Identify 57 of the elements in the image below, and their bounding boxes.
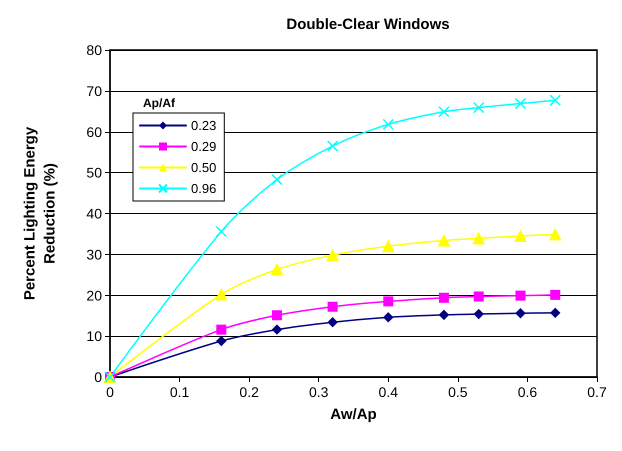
x-tick-label: 0.5 [448,384,468,400]
y-tick-label: 10 [86,328,102,344]
x-tick-label: 0.2 [239,384,260,400]
point [438,292,449,303]
legend-label: 0.29 [191,139,216,154]
y-tick-label: 80 [86,42,102,58]
x-tick-label: 0.7 [587,384,607,400]
y-tick-label: 20 [86,287,102,304]
x-tick-label: 0.1 [170,384,190,400]
y-tick-label: 40 [86,206,102,222]
chart-title: Double-Clear Windows [286,16,450,33]
point [216,336,226,346]
x-tick-label: 0.6 [518,384,538,400]
y-tick-label: 50 [86,164,102,181]
point [382,118,394,130]
point [549,228,562,240]
point [550,94,562,106]
legend-title: Ap/Af [143,96,176,110]
point [271,174,283,186]
point [328,317,338,328]
point [326,249,339,262]
point [514,98,526,110]
point [474,309,484,320]
point [515,290,526,301]
point [383,312,394,322]
point [216,226,228,238]
point [216,324,226,335]
legend-label: 0.50 [191,160,216,175]
point [272,324,282,335]
point [326,140,338,152]
y-tick-label: 60 [86,124,102,140]
point [438,310,449,320]
x-tick-label: 0 [106,384,114,400]
point [474,291,484,302]
y-tick-label: 0 [94,369,102,385]
point [328,302,338,312]
x-tick-label: 0.3 [308,384,329,400]
x-tick-label: 0.4 [378,384,398,400]
y-tick-label: 70 [86,82,102,99]
point [272,310,282,320]
x-axis-title: Aw/Ap [330,406,377,423]
legend-label: 0.96 [191,181,216,196]
point [438,106,450,118]
point [514,230,526,242]
point [550,308,560,318]
point [472,232,485,244]
point [215,288,228,300]
point [270,264,283,276]
point [383,296,394,306]
point [382,240,394,252]
legend-label: 0.23 [191,118,216,133]
point [550,290,560,300]
point [472,102,484,114]
y-axis-title: Percent Lighting Energy Reduction (%) [22,126,58,300]
point [515,308,526,318]
point [438,234,450,246]
y-tick-label: 30 [86,246,102,262]
